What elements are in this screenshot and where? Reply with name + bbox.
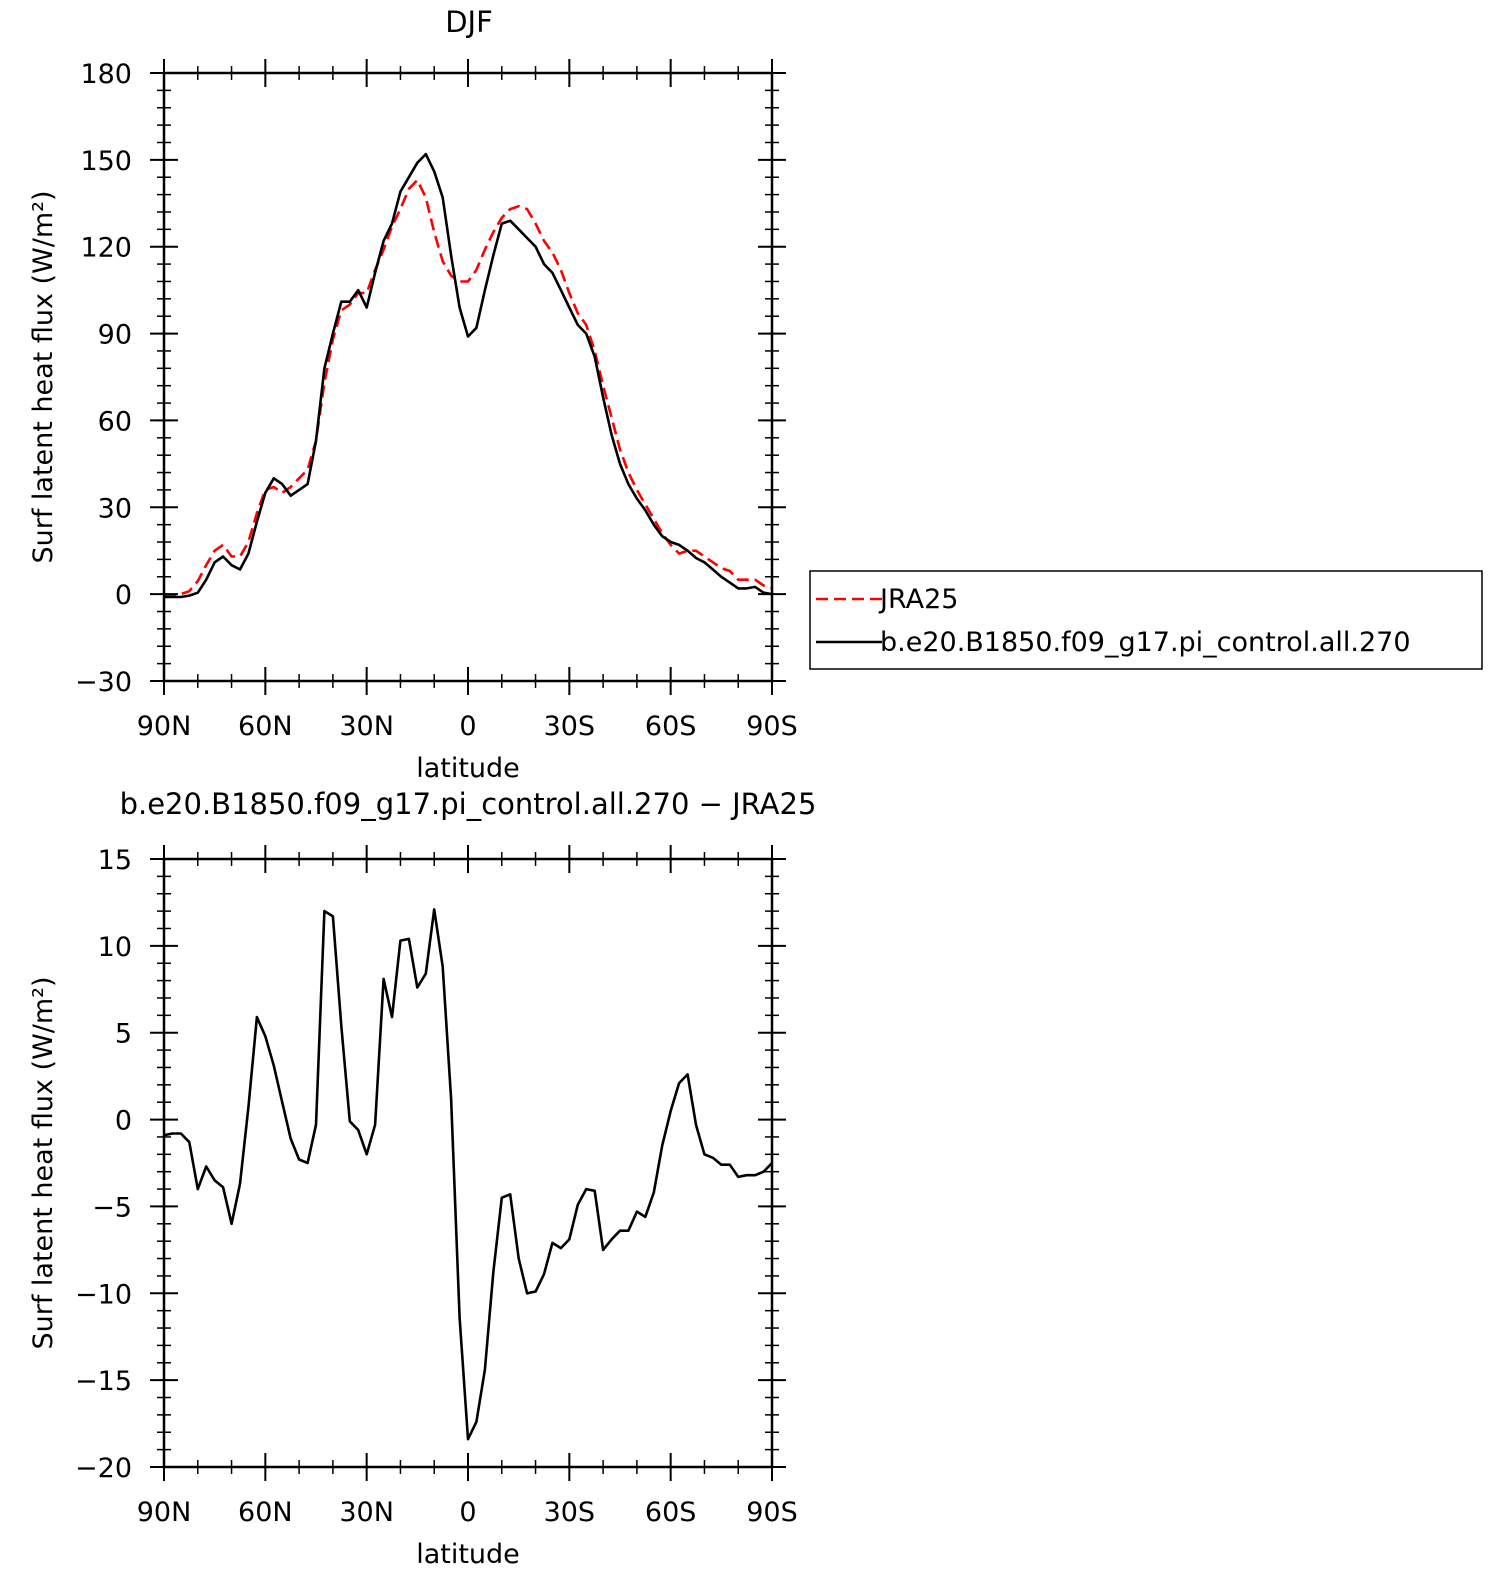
y-tick-label: 10: [98, 932, 132, 963]
legend: JRA25 b.e20.B1850.f09_g17.pi_control.all…: [809, 570, 1483, 670]
legend-label-model: b.e20.B1850.f09_g17.pi_control.all.270: [880, 627, 1411, 658]
x-tick-label: 90N: [137, 1497, 192, 1528]
legend-label-jra25: JRA25: [878, 584, 958, 615]
x-tick-label: 90S: [746, 1497, 798, 1528]
y-tick-label: 60: [98, 406, 132, 437]
x-axis-label: latitude: [416, 753, 520, 784]
x-tick-label: 60N: [238, 1497, 293, 1528]
y-tick-label: 180: [80, 59, 132, 90]
legend-box: [809, 570, 1483, 670]
series-line-0: [164, 178, 773, 597]
y-tick-label: 120: [80, 233, 132, 264]
y-tick-label: 15: [98, 845, 132, 876]
x-tick-label: 90N: [137, 711, 192, 742]
y-tick-label: −20: [75, 1453, 132, 1484]
x-tick-label: 60S: [645, 711, 697, 742]
chart-series-group: [163, 908, 773, 1441]
x-tick-label: 0: [459, 1497, 476, 1528]
plot-frame: [162, 71, 774, 683]
tick-labels: −20 −15 −10 −5 0 5 10 15 90N 60N 30N 0 30S 60S 90S: [75, 845, 798, 1528]
y-axis-label: Surf latent heat flux (W/m²): [28, 976, 59, 1349]
y-tick-label: −30: [75, 667, 132, 698]
chart-title: b.e20.B1850.f09_g17.pi_control.all.270 −…: [120, 787, 817, 821]
y-tick-label: −10: [75, 1279, 132, 1310]
y-tick-label: −15: [75, 1366, 132, 1397]
tick-labels: −30 0 30 60 90 120 150 180 90N 60N 30N 0 30S 60S 90S: [75, 59, 798, 742]
x-tick-label: 30N: [339, 711, 394, 742]
series-line-0: [163, 908, 773, 1441]
x-tick-label: 30N: [339, 1497, 394, 1528]
y-tick-label: −5: [92, 1192, 132, 1223]
y-tick-label: 0: [115, 1106, 132, 1137]
x-tick-label: 60S: [645, 1497, 697, 1528]
chart-title: DJF: [445, 5, 493, 39]
y-tick-label: 150: [80, 146, 132, 177]
x-tick-label: 60N: [238, 711, 293, 742]
y-tick-label: 30: [98, 493, 132, 524]
x-tick-label: 30S: [544, 711, 596, 742]
y-axis-label: Surf latent heat flux (W/m²): [28, 190, 59, 563]
x-tick-label: 30S: [544, 1497, 596, 1528]
x-tick-label: 0: [459, 711, 476, 742]
x-tick-label: 90S: [746, 711, 798, 742]
latent-heat-flux-chart: DJF −30 0 30 60 90 120 150 180 90N 60N 30N 0 30S 60S 9…: [28, 5, 798, 784]
series-line-1: [164, 152, 773, 599]
y-tick-label: 0: [115, 580, 132, 611]
chart-series-group: [164, 152, 773, 599]
axis-ticks: [150, 845, 786, 1481]
axis-ticks: [150, 59, 786, 695]
plot-frame: [162, 857, 774, 1469]
difference-chart: b.e20.B1850.f09_g17.pi_control.all.270 −…: [28, 787, 816, 1570]
x-axis-label: latitude: [416, 1539, 520, 1570]
y-tick-label: 90: [98, 320, 132, 351]
y-tick-label: 5: [115, 1019, 132, 1050]
